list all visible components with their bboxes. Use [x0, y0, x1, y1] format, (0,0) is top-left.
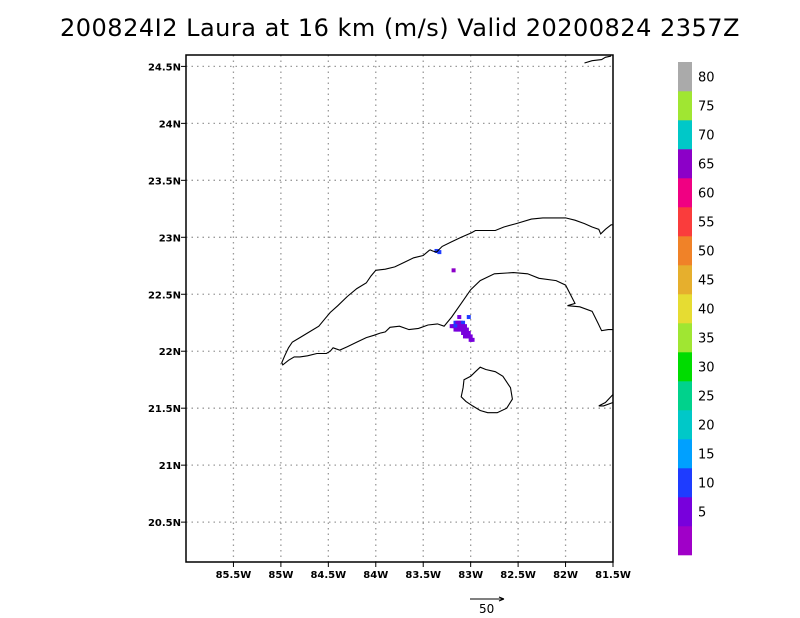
- grid-layer: [186, 55, 613, 562]
- colorbar-segment: [678, 468, 692, 498]
- colorbar-segment: [678, 294, 692, 324]
- y-tick-label: 20.5N: [148, 518, 181, 529]
- wind-cell: [451, 268, 456, 273]
- coastline: [584, 55, 612, 64]
- colorbar-segment: [678, 497, 692, 527]
- colorbar-segment: [678, 265, 692, 295]
- colorbar-segment: [678, 410, 692, 440]
- colorbar-label: 25: [698, 390, 715, 405]
- x-tick-label: 81.5W: [595, 570, 631, 581]
- y-tick-label: 22N: [159, 347, 181, 358]
- chart-title: 200824I2 Laura at 16 km (m/s) Valid 2020…: [60, 14, 740, 42]
- colorbar-segment: [678, 323, 692, 353]
- colorbar-label: 80: [698, 71, 715, 86]
- wind-cell: [470, 337, 475, 342]
- colorbar-segment: [678, 62, 692, 92]
- colorbar: 5 10 15 20 25 30 35 40 45 50 55 60 65 70 75 80: [678, 62, 715, 556]
- wind-cell: [437, 250, 442, 255]
- colorbar-label: 50: [698, 245, 715, 260]
- colorbar-label: 60: [698, 187, 715, 202]
- wind-cell: [461, 320, 466, 325]
- y-tick-label: 24.5N: [148, 62, 181, 73]
- colorbar-segment: [678, 207, 692, 237]
- coastline-layer: [281, 55, 614, 414]
- wind-cell: [434, 248, 439, 253]
- colorbar-label: 35: [698, 332, 715, 347]
- y-tick-label: 21.5N: [148, 404, 181, 415]
- y-tick-label: 24N: [159, 119, 181, 130]
- colorbar-label: 40: [698, 303, 715, 318]
- y-tick-label: 22.5N: [148, 290, 181, 301]
- coastline: [429, 217, 613, 253]
- x-tick-label: 85W: [268, 570, 293, 581]
- colorbar-label: 5: [698, 506, 706, 521]
- x-tick-label: 82.5W: [500, 570, 536, 581]
- colorbar-label: 70: [698, 129, 715, 144]
- colorbar-label: 55: [698, 216, 715, 231]
- reference-vector: 50: [470, 596, 505, 616]
- colorbar-label: 45: [698, 274, 715, 289]
- reference-arrow-head: [498, 596, 505, 602]
- colorbar-label: 65: [698, 158, 715, 173]
- x-tick-label: 84W: [363, 570, 388, 581]
- y-axis-ticks: 20.5N 21N 21.5N 22N 22.5N 23N 23.5N 24N 24.5N: [148, 62, 186, 529]
- plot-frame: [185, 54, 614, 563]
- coastline: [281, 249, 613, 366]
- colorbar-segment: [678, 526, 692, 556]
- x-tick-label: 83.5W: [405, 570, 441, 581]
- colorbar-segment: [678, 439, 692, 469]
- reference-vector-label: 50: [479, 602, 494, 616]
- colorbar-label: 10: [698, 477, 715, 492]
- x-tick-label: 83W: [458, 570, 483, 581]
- colorbar-segment: [678, 352, 692, 382]
- x-tick-label: 84.5W: [310, 570, 346, 581]
- x-tick-label: 82W: [553, 570, 578, 581]
- wind-cell: [457, 315, 462, 320]
- coastline: [460, 366, 513, 414]
- colorbar-segment: [678, 120, 692, 150]
- x-tick-label: 85.5W: [216, 570, 252, 581]
- colorbar-segment: [678, 236, 692, 266]
- colorbar-label: 30: [698, 361, 715, 376]
- wind-cell: [462, 324, 467, 329]
- colorbar-segment: [678, 91, 692, 121]
- wind-cell: [464, 327, 469, 332]
- coastline: [598, 394, 614, 407]
- colorbar-label: 15: [698, 448, 715, 463]
- y-tick-label: 23N: [159, 233, 181, 244]
- colorbar-label: 75: [698, 100, 715, 115]
- x-axis-ticks: 85.5W 85W 84.5W 84W 83.5W 83W 82.5W 82W 81.5W: [216, 562, 631, 581]
- colorbar-segment: [678, 381, 692, 411]
- wind-cell: [468, 334, 473, 339]
- wind-cell: [466, 315, 471, 320]
- y-tick-label: 21N: [159, 461, 181, 472]
- y-tick-label: 23.5N: [148, 176, 181, 187]
- colorbar-segment: [678, 178, 692, 208]
- colorbar-label: 20: [698, 419, 715, 434]
- wind-cell: [466, 330, 471, 335]
- wind-data-layer: [434, 248, 475, 342]
- colorbar-segment: [678, 149, 692, 179]
